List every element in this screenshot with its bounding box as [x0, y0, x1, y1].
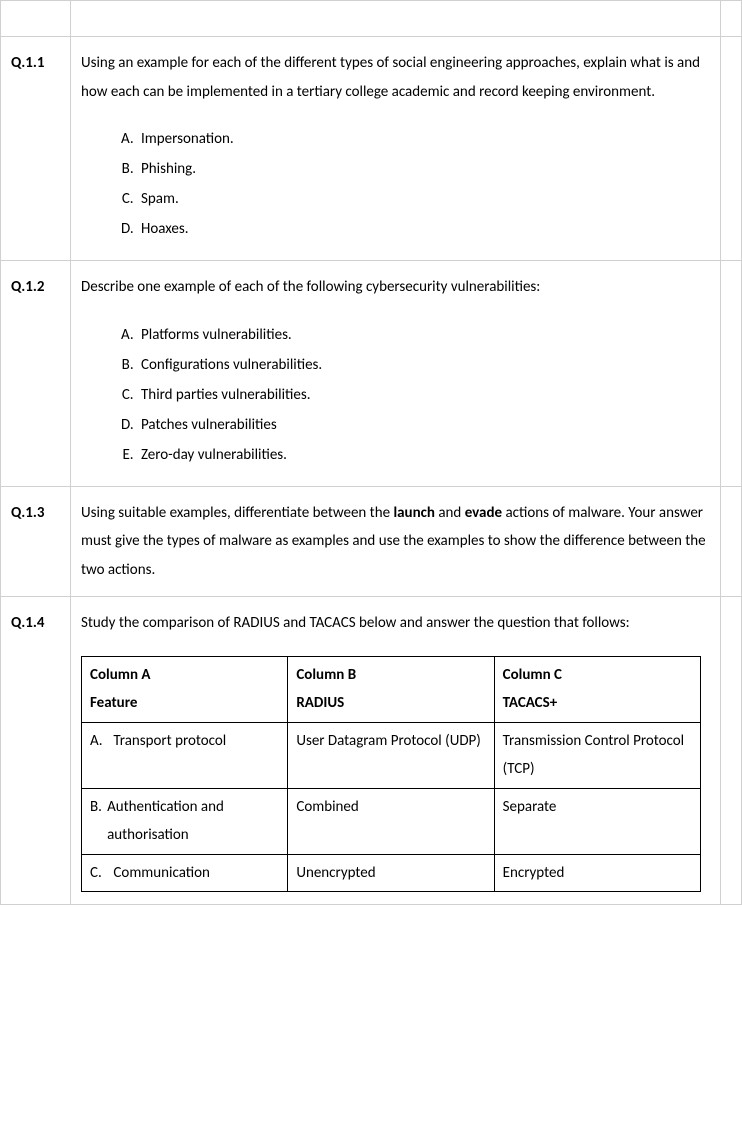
col-label: Column C: [503, 661, 692, 690]
spacer-row: [1, 1, 742, 37]
feature-cell: C. Communication: [82, 854, 288, 892]
radius-cell: User Datagram Protocol (UDP): [288, 722, 494, 788]
list-item: Hoaxes.: [137, 214, 710, 244]
table-header-cell: Column A Feature: [82, 656, 288, 722]
row-letter: B.: [90, 793, 107, 850]
col-label: Column B: [296, 661, 485, 690]
col-label: Column A: [90, 661, 279, 690]
radius-cell: Combined: [288, 788, 494, 854]
table-header-cell: Column B RADIUS: [288, 656, 494, 722]
list-item: Zero-day vulnerabilities.: [137, 440, 710, 470]
right-margin: [721, 261, 742, 487]
right-margin: [721, 37, 742, 261]
tacacs-cell: Encrypted: [494, 854, 700, 892]
question-number: Q.1.1: [1, 37, 71, 261]
text-mid: and: [435, 504, 465, 522]
table-row: B. Authentication and authorisation Comb…: [82, 788, 701, 854]
col-sublabel: TACACS+: [503, 689, 692, 718]
radius-cell: Unencrypted: [288, 854, 494, 892]
feature-name: Authentication and authorisation: [107, 793, 279, 850]
feature-name: Transport protocol: [113, 732, 226, 750]
table-row: C. Communication Unencrypted Encrypted: [82, 854, 701, 892]
list-item: Configurations vulnerabilities.: [137, 350, 710, 380]
question-list: Impersonation. Phishing. Spam. Hoaxes.: [81, 124, 710, 244]
bold-word: evade: [465, 504, 502, 522]
question-table: Q.1.1 Using an example for each of the d…: [0, 0, 742, 905]
question-text: Using suitable examples, differentiate b…: [81, 499, 710, 585]
question-body: Using suitable examples, differentiate b…: [71, 486, 721, 597]
list-item: Impersonation.: [137, 124, 710, 154]
question-row: Q.1.2 Describe one example of each of th…: [1, 261, 742, 487]
feature-name: Communication: [113, 864, 210, 882]
list-item: Platforms vulnerabilities.: [137, 320, 710, 350]
right-margin: [721, 486, 742, 597]
tacacs-cell: Transmission Control Protocol (TCP): [494, 722, 700, 788]
tacacs-cell: Separate: [494, 788, 700, 854]
question-number: Q.1.4: [1, 597, 71, 905]
text-pre: Using suitable examples, differentiate b…: [81, 504, 393, 522]
comparison-table: Column A Feature Column B RADIUS Column …: [81, 656, 701, 893]
right-margin: [721, 597, 742, 905]
question-text: Study the comparison of RADIUS and TACAC…: [81, 609, 710, 638]
list-item: Phishing.: [137, 154, 710, 184]
row-letter: A.: [90, 727, 110, 756]
feature-cell: B. Authentication and authorisation: [82, 788, 288, 854]
list-item: Spam.: [137, 184, 710, 214]
question-text: Describe one example of each of the foll…: [81, 273, 710, 302]
question-list: Platforms vulnerabilities. Configuration…: [81, 320, 710, 470]
question-row: Q.1.3 Using suitable examples, different…: [1, 486, 742, 597]
list-item: Patches vulnerabilities: [137, 410, 710, 440]
col-sublabel: RADIUS: [296, 689, 485, 718]
feature-cell: A. Transport protocol: [82, 722, 288, 788]
table-header-row: Column A Feature Column B RADIUS Column …: [82, 656, 701, 722]
col-sublabel: Feature: [90, 689, 279, 718]
question-body: Study the comparison of RADIUS and TACAC…: [71, 597, 721, 905]
question-row: Q.1.1 Using an example for each of the d…: [1, 37, 742, 261]
question-row: Q.1.4 Study the comparison of RADIUS and…: [1, 597, 742, 905]
table-header-cell: Column C TACACS+: [494, 656, 700, 722]
question-number: Q.1.2: [1, 261, 71, 487]
row-letter: C.: [90, 859, 110, 888]
bold-word: launch: [393, 504, 435, 522]
question-body: Using an example for each of the differe…: [71, 37, 721, 261]
question-number: Q.1.3: [1, 486, 71, 597]
question-body: Describe one example of each of the foll…: [71, 261, 721, 487]
table-row: A. Transport protocol User Datagram Prot…: [82, 722, 701, 788]
list-item: Third parties vulnerabilities.: [137, 380, 710, 410]
question-text: Using an example for each of the differe…: [81, 49, 710, 106]
